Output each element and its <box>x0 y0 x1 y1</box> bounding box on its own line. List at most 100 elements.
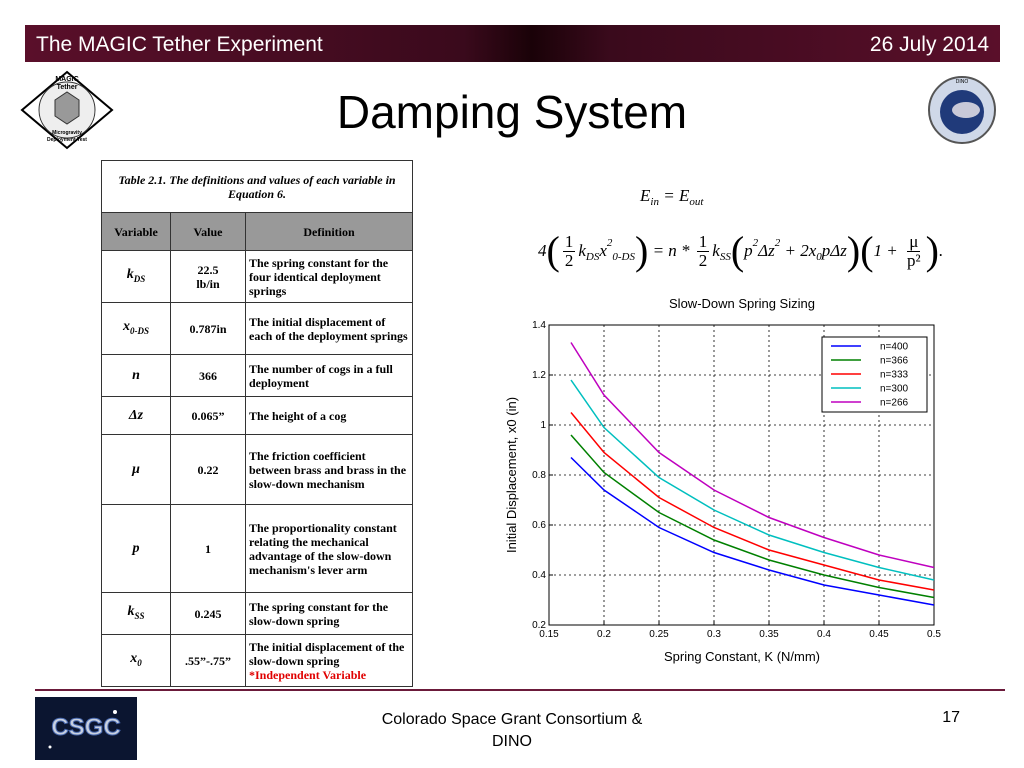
equation-token: E <box>678 186 690 205</box>
value-cell: 1 <box>170 504 246 593</box>
equation-token: out <box>689 196 704 208</box>
numerator: μ <box>907 231 921 252</box>
table-caption: Table 2.1. The definitions and values of… <box>101 160 413 213</box>
magic-logo: MAGIC Tether Microgravity Deployment Tes… <box>20 70 114 150</box>
series-line <box>570 456 935 606</box>
variable-cell: kDS <box>101 250 171 303</box>
equation-token: ) <box>925 228 939 273</box>
legend-label: n=300 <box>880 384 909 395</box>
equation-token: ( <box>730 228 745 273</box>
variable-cell: μ <box>101 434 171 505</box>
equation-token: k <box>712 241 720 260</box>
x-tick-label: 0.45 <box>869 629 889 640</box>
table-row: kDS 22.5 lb/in The spring constant for the… <box>101 250 413 303</box>
symbol: μ <box>132 461 140 477</box>
series-line <box>570 434 935 599</box>
footer-line: DINO <box>492 733 532 750</box>
definition: The proportionality constant relating th… <box>249 520 397 577</box>
symbol: n <box>132 367 140 383</box>
series-line <box>570 342 935 569</box>
definition-cell: The spring constant for the slow-down sp… <box>245 592 413 635</box>
slide-title: Damping System <box>336 86 688 138</box>
equation-token: SS <box>719 251 731 263</box>
definition-cell: The number of cogs in a full deployment <box>245 354 413 397</box>
denominator: 2 <box>564 250 574 270</box>
y-tick-label: 0.8 <box>532 470 546 481</box>
table-row: x0.55”-.75” The initial displacement of t… <box>101 634 413 687</box>
equation-token: 0 <box>816 251 822 263</box>
y-tick-label: 0.2 <box>532 620 546 631</box>
equation-token: in <box>650 196 659 208</box>
variable-cell: n <box>101 354 171 397</box>
x-tick-label: 0.35 <box>759 629 779 640</box>
equation-token: . <box>938 241 944 260</box>
csgc-logo: CSGC <box>35 697 137 760</box>
definition: The height of a cog <box>249 408 347 423</box>
value-cell: .55”-.75” <box>170 634 246 687</box>
y-tick-label: 0.6 <box>532 520 546 531</box>
denominator: p² <box>907 250 921 270</box>
definition-cell: The initial displacement of each of the … <box>245 302 413 355</box>
equation-token: k <box>578 241 586 260</box>
numerator: 1 <box>696 231 710 252</box>
dino-logo: DINO <box>928 76 996 144</box>
value-cell: 0.22 <box>170 434 246 505</box>
header-right: 26 July 2014 <box>869 33 989 56</box>
legend-label: n=266 <box>880 398 909 409</box>
table-row: μ 0.22 The friction coefficient between br… <box>101 434 413 505</box>
legend-label: n=366 <box>880 356 909 367</box>
equation-token: Δz <box>758 241 775 260</box>
table-row: p 1 The proportionality constant relating … <box>101 504 413 593</box>
equation-token: DS <box>585 251 600 263</box>
table-row: Δz 0.065” The height of a cog <box>101 396 413 435</box>
equation-token: 2 <box>606 237 613 249</box>
equation-token: 4 <box>538 241 547 260</box>
logo-text: CSGC <box>51 714 120 741</box>
logo-text: Deployment Test <box>47 137 87 143</box>
note: *Independent Variable <box>249 667 367 682</box>
definition-cell: The spring constant for the four identic… <box>245 250 413 303</box>
numerator: 1 <box>562 231 576 252</box>
logo-text: Microgravity <box>52 130 82 136</box>
y-tick-label: 1 <box>540 420 546 431</box>
footer-rule <box>35 689 1005 691</box>
equation-token: + 2x <box>780 241 817 260</box>
chart: Slow-Down Spring Sizing Spring Constant,… <box>504 296 941 664</box>
header-cell: Variable <box>101 212 171 251</box>
value-cell: 0.245 <box>170 592 246 635</box>
definition: The spring constant for the slow-down sp… <box>249 599 389 628</box>
x-tick-label: 0.25 <box>649 629 669 640</box>
header-cell: Definition <box>245 212 413 251</box>
symbol: x <box>130 650 138 666</box>
equation-token: ( <box>860 228 874 273</box>
equation: 4(1 2 k DS x 2 0-DS) = n * 1 2 k SS(p 2 Δz 2 + 2x 0 pΔ… <box>538 218 943 284</box>
plot-frame <box>548 324 935 626</box>
definition-cell: The friction coefficient between brass a… <box>245 434 413 505</box>
denominator: 2 <box>698 250 708 270</box>
subscript: SS <box>134 610 145 621</box>
symbol: k <box>127 603 135 619</box>
symbol: p <box>132 540 140 556</box>
table-row: n 366 The number of cogs in a full deploym… <box>101 354 413 397</box>
header-left: The MAGIC Tether Experiment <box>36 33 323 56</box>
variable-cell: Δz <box>101 396 171 435</box>
equation-token: p <box>744 241 753 260</box>
y-tick-label: 1.2 <box>532 370 546 381</box>
symbol: Δz <box>128 407 144 423</box>
equation-token: 2 <box>752 237 759 249</box>
variable-cell: p <box>101 504 171 593</box>
y-axis-label: Initial Displacement, x0 (in) <box>504 397 519 553</box>
x-tick-label: 0.2 <box>597 629 611 640</box>
subscript: DS <box>133 273 146 284</box>
definition: The friction coefficient between brass a… <box>249 448 407 491</box>
logo-text: Tether <box>57 84 78 91</box>
equation-token: = <box>658 186 679 205</box>
x-tick-label: 0.4 <box>817 629 831 640</box>
footer-line: Colorado Space Grant Consortium & <box>381 711 643 728</box>
header-row: Variable Value Definition <box>101 212 413 251</box>
value-cell: 366 <box>170 354 246 397</box>
legend-label: n=333 <box>880 370 909 381</box>
